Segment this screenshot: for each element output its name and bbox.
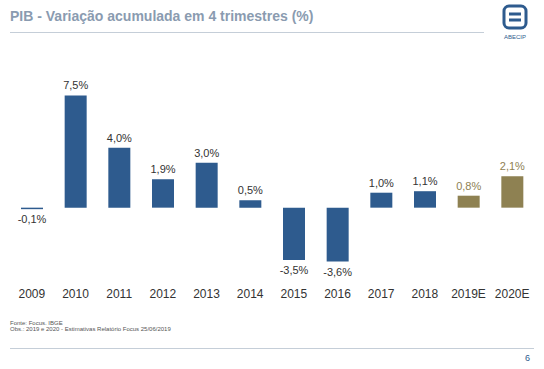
svg-text:7,5%: 7,5% (63, 79, 88, 91)
svg-text:-3,6%: -3,6% (323, 266, 352, 278)
svg-text:0,5%: 0,5% (238, 184, 263, 196)
html-text:PIB - Variação acumulada em 4: PIB - Variação acumulada em 4 trimestres… (10, 8, 314, 24)
svg-text:2019E: 2019E (451, 287, 486, 301)
svg-text:1,0%: 1,0% (369, 177, 394, 189)
svg-text:4,0%: 4,0% (107, 132, 132, 144)
svg-text:0,8%: 0,8% (456, 180, 481, 192)
html-text:6: 6 (525, 353, 530, 363)
svg-text:2015: 2015 (280, 287, 307, 301)
svg-text:2012: 2012 (149, 287, 176, 301)
svg-text:2011: 2011 (106, 287, 132, 301)
svg-text:2,1%: 2,1% (500, 160, 525, 172)
svg-text:2013: 2013 (193, 287, 220, 301)
svg-text:3,0%: 3,0% (194, 147, 219, 159)
html-text:Obs.: 2019 e 2020 - Estimativa: Obs.: 2019 e 2020 - Estimativas Relatóri… (10, 326, 171, 332)
html-text:Fonte: Focus. IBGE: Fonte: Focus. IBGE (10, 320, 63, 326)
svg-text:2010: 2010 (62, 287, 89, 301)
svg-text:1,9%: 1,9% (150, 163, 175, 175)
svg-text:2009: 2009 (18, 287, 45, 301)
svg-text:-0,1%: -0,1% (18, 213, 47, 225)
html-text:ABECIP: ABECIP (504, 34, 526, 40)
svg-text:2020E: 2020E (495, 287, 530, 301)
svg-text:1,1%: 1,1% (412, 175, 437, 187)
svg-text:2014: 2014 (237, 287, 264, 301)
svg-text:-3,5%: -3,5% (280, 264, 309, 276)
svg-text:2018: 2018 (411, 287, 438, 301)
svg-text:2016: 2016 (324, 287, 351, 301)
svg-text:2017: 2017 (368, 287, 395, 301)
